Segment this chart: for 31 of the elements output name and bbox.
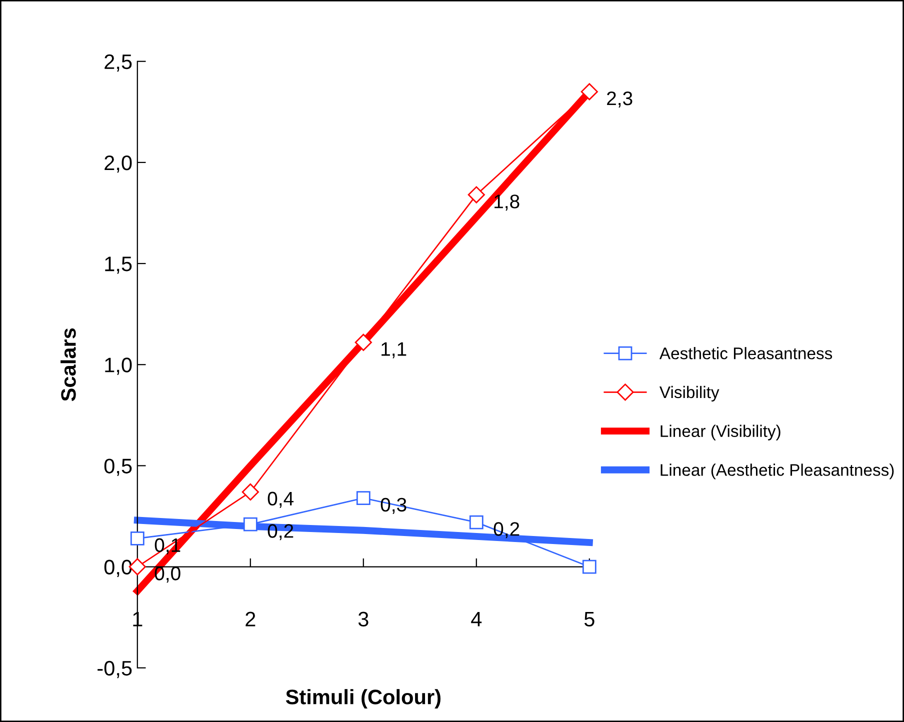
- point: [354, 334, 372, 351]
- x-tick-label: 2: [246, 612, 256, 626]
- data-label: 2,3: [607, 91, 632, 108]
- point: [356, 491, 370, 505]
- y-tick-label: 0,5: [104, 458, 132, 476]
- y-tick-label: 0,0: [104, 560, 132, 577]
- y-tick-label: 2,5: [104, 54, 132, 72]
- point: [469, 515, 484, 530]
- x-tick-label: 3: [358, 612, 368, 627]
- point: [242, 483, 259, 501]
- data-label: 0,0: [154, 566, 180, 583]
- y-tick-label: 1,0: [105, 358, 132, 375]
- legend-label: Visibility: [659, 386, 720, 402]
- point: [130, 532, 144, 546]
- data-label: 1,1: [382, 342, 406, 358]
- data-label: 0,2: [494, 522, 520, 538]
- point: [243, 517, 258, 532]
- legend-label: Linear (Aesthetic Pleasantness): [660, 464, 894, 480]
- x-tick-label: 5: [584, 612, 594, 627]
- data-label: 0,4: [268, 492, 294, 508]
- y-tick-label: 2,0: [104, 155, 132, 173]
- data-label: 1,8: [494, 194, 520, 211]
- x-tick-label: 4: [471, 612, 482, 626]
- x-axis-title: Stimuli (Colour): [286, 689, 440, 708]
- legend-label: Aesthetic Pleasantness: [659, 347, 832, 360]
- y-axis-title: Scalars: [60, 328, 76, 402]
- point: [580, 83, 598, 100]
- y-tick-label: 1,5: [105, 256, 132, 274]
- legend-label: Linear (Visibility): [660, 424, 780, 440]
- point: [468, 186, 485, 204]
- y-tick-label: -0,5: [98, 660, 132, 678]
